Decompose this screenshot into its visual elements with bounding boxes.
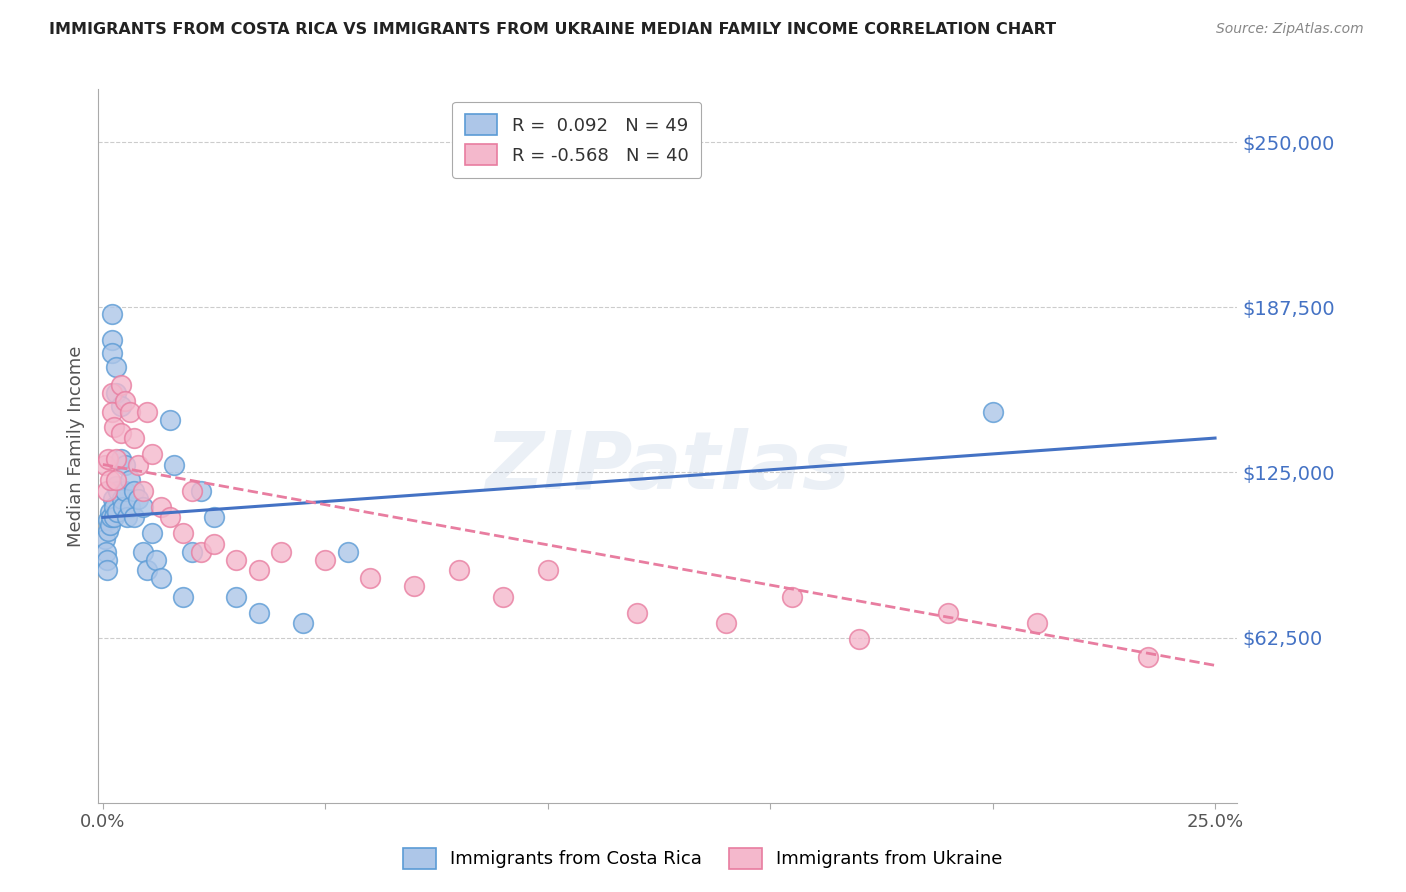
Point [141,526,163,541]
Point [100,510,122,524]
Point [404,579,426,593]
Point [247,606,270,620]
Point [96,552,118,566]
Point [122,510,145,524]
Point [492,590,515,604]
Point [118,404,141,418]
Point [132,483,155,498]
Point [96,483,118,498]
Point [159,412,181,426]
Point [110,425,132,440]
Y-axis label: Median Family Income: Median Family Income [66,345,84,547]
Point [100,307,122,321]
Point [172,526,194,541]
Point [100,346,122,360]
Point [336,545,359,559]
Point [97,524,120,538]
Legend: Immigrants from Costa Rica, Immigrants from Ukraine: Immigrants from Costa Rica, Immigrants f… [396,840,1010,876]
Point [936,606,959,620]
Point [848,632,870,646]
Point [172,590,194,604]
Point [180,545,202,559]
Point [110,400,132,414]
Point [136,563,159,577]
Text: ZIPatlas: ZIPatlas [485,428,851,507]
Point [714,616,737,631]
Point [132,500,155,514]
Point [96,545,118,559]
Point [101,491,124,506]
Point [359,571,381,585]
Point [225,590,247,604]
Point [110,378,132,392]
Point [98,518,121,533]
Point [190,545,212,559]
Point [114,483,136,498]
Text: Source: ZipAtlas.com: Source: ZipAtlas.com [1216,22,1364,37]
Point [97,513,120,527]
Point [94,458,117,472]
Point [225,552,247,566]
Point [202,537,225,551]
Point [247,563,270,577]
Point [202,510,225,524]
Point [180,483,202,498]
Point [190,483,212,498]
Point [107,483,129,498]
Point [100,333,122,347]
Point [136,404,159,418]
Point [127,458,149,472]
Point [114,394,136,409]
Point [118,474,141,488]
Point [96,563,118,577]
Point [105,359,128,374]
Point [127,491,149,506]
Point [97,452,120,467]
Point [782,590,804,604]
Point [141,447,163,461]
Point [447,563,470,577]
Point [105,478,128,492]
Point [163,458,186,472]
Point [1026,616,1049,631]
Point [149,500,172,514]
Point [314,552,336,566]
Point [103,500,125,514]
Point [100,386,122,401]
Point [110,452,132,467]
Point [110,491,132,506]
Point [94,532,117,546]
Point [118,500,141,514]
Point [98,505,121,519]
Point [105,386,128,401]
Point [537,563,560,577]
Point [626,606,648,620]
Point [270,545,292,559]
Point [117,510,139,524]
Point [159,510,181,524]
Text: IMMIGRANTS FROM COSTA RICA VS IMMIGRANTS FROM UKRAINE MEDIAN FAMILY INCOME CORRE: IMMIGRANTS FROM COSTA RICA VS IMMIGRANTS… [49,22,1056,37]
Point [105,505,128,519]
Point [105,452,128,467]
Point [98,474,121,488]
Legend: R =  0.092   N = 49, R = -0.568   N = 40: R = 0.092 N = 49, R = -0.568 N = 40 [453,102,702,178]
Point [111,500,134,514]
Point [100,404,122,418]
Point [103,510,125,524]
Point [122,431,145,445]
Point [103,420,125,434]
Point [292,616,315,631]
Point [114,458,136,472]
Point [145,552,167,566]
Point [105,474,128,488]
Point [1137,650,1160,665]
Point [122,483,145,498]
Point [132,545,155,559]
Point [149,571,172,585]
Point [981,404,1004,418]
